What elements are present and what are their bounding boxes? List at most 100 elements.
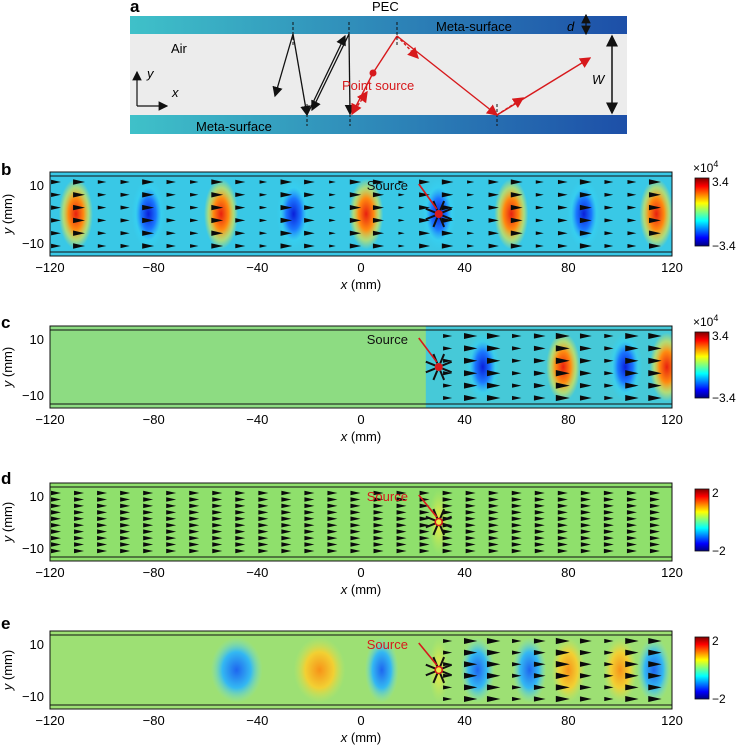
vector-arrow	[51, 529, 61, 534]
vector-arrow	[488, 205, 499, 210]
vector-arrow	[649, 548, 660, 554]
vector-arrow	[443, 673, 453, 678]
x-axis-title: x (mm)	[340, 730, 381, 745]
source-radial-arrow	[442, 360, 453, 367]
vector-arrow	[463, 332, 478, 340]
vector-arrow	[211, 179, 224, 185]
vector-arrow	[327, 516, 338, 522]
vector-arrow	[73, 230, 86, 236]
vector-arrow	[580, 497, 591, 502]
vector-arrow	[488, 490, 499, 496]
vector-arrow	[648, 394, 662, 402]
vector-arrow	[235, 192, 246, 198]
vector-arrow	[486, 684, 501, 691]
vector-arrow	[673, 244, 683, 248]
vector-arrow	[235, 548, 246, 554]
vector-arrow	[510, 243, 523, 249]
vector-arrow	[419, 503, 430, 509]
x-tick-label: 40	[457, 565, 471, 580]
vector-arrow	[604, 696, 614, 702]
source-radial-arrow	[439, 673, 446, 684]
colorbar-max-label: 3.4	[712, 175, 729, 189]
vector-arrow	[465, 503, 476, 509]
vector-arrow	[649, 542, 660, 547]
vector-arrow	[51, 192, 61, 198]
source-dot	[434, 363, 443, 371]
vector-arrow	[488, 510, 499, 515]
vector-arrow	[443, 333, 453, 339]
vector-arrow	[143, 497, 154, 502]
vector-arrow	[555, 661, 570, 668]
black-ray-paths	[272, 33, 356, 117]
vector-arrow	[442, 503, 453, 509]
vector-arrow	[51, 516, 61, 522]
vector-arrow	[304, 522, 315, 528]
vector-arrow	[443, 650, 453, 655]
vector-arrow	[555, 695, 570, 703]
vector-arrow	[511, 535, 522, 541]
source-radial-arrow	[439, 525, 446, 536]
field-blob	[428, 637, 449, 703]
y-axis-title: y (mm)	[0, 194, 15, 235]
vector-arrow	[74, 516, 85, 522]
vector-arrow	[603, 535, 614, 541]
vector-arrow	[51, 179, 61, 185]
vector-arrow	[625, 637, 639, 645]
vector-arrow	[441, 243, 454, 249]
x-axis-title: x (mm)	[340, 277, 381, 292]
vector-arrow	[465, 535, 476, 541]
vector-arrow	[557, 503, 568, 509]
vector-arrow	[604, 371, 614, 376]
vector-arrow	[419, 510, 430, 515]
vector-arrow	[396, 529, 407, 534]
vector-arrow	[673, 396, 682, 400]
x-tick-label: −80	[143, 412, 165, 427]
x-tick-label: −120	[35, 565, 64, 580]
x-tick-label: 40	[457, 260, 471, 275]
vector-arrow	[512, 685, 522, 690]
vector-arrow	[372, 217, 385, 223]
vector-arrow	[511, 548, 522, 554]
colorbar-min-label: −3.4	[712, 239, 736, 253]
d-label: d	[567, 19, 575, 34]
axis-x-label: x	[171, 85, 179, 100]
vector-arrow	[533, 395, 546, 401]
vector-arrow	[511, 516, 522, 522]
x-tick-label: 80	[561, 412, 575, 427]
vector-arrow	[120, 179, 130, 185]
vector-arrow	[673, 346, 682, 350]
vector-arrow	[258, 548, 269, 554]
source-label: Source	[367, 637, 408, 652]
vector-arrow	[673, 651, 682, 655]
vector-arrow	[535, 180, 544, 184]
vector-arrow	[443, 685, 453, 690]
vector-arrow	[329, 180, 336, 184]
vector-arrow	[373, 522, 384, 528]
vector-arrow	[648, 684, 662, 691]
vector-arrow	[190, 244, 199, 248]
field-map	[50, 172, 683, 256]
vector-arrow	[579, 179, 592, 185]
vector-arrow	[189, 497, 200, 502]
vector-arrow	[73, 192, 86, 198]
vector-arrow	[649, 516, 660, 522]
vector-arrow	[97, 548, 108, 554]
vector-arrow	[74, 522, 85, 528]
source-radial-arrow	[425, 515, 436, 522]
source-radial-arrow	[432, 525, 439, 536]
vector-arrow	[511, 529, 522, 534]
vector-arrow	[97, 205, 107, 210]
vector-arrow	[373, 497, 384, 502]
field-blob	[364, 637, 399, 703]
vector-arrow	[258, 542, 269, 547]
vector-arrow	[604, 685, 614, 690]
vector-arrow	[373, 516, 384, 522]
vector-arrow	[97, 192, 107, 197]
vector-arrow	[604, 662, 614, 667]
source-radial-arrow	[442, 522, 453, 529]
vector-arrow	[673, 639, 682, 643]
source-pointer-arrow	[418, 337, 438, 363]
vector-arrow	[304, 179, 315, 185]
vector-arrow	[304, 205, 315, 210]
vector-arrow	[603, 503, 614, 509]
